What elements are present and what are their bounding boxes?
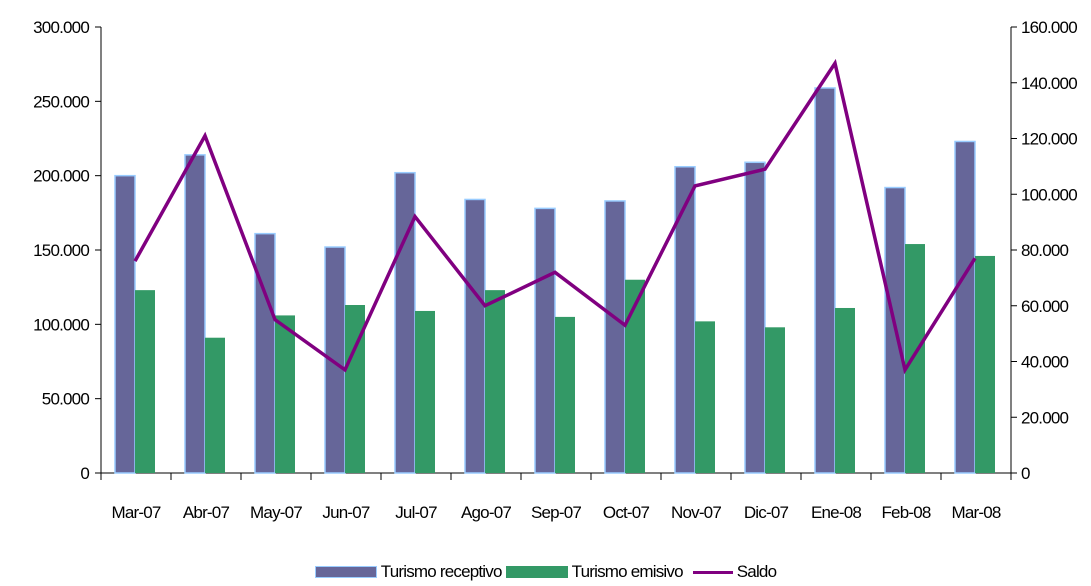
- x-tick-label: Mar-08: [951, 503, 1000, 522]
- left-tick-label: 150.000: [33, 241, 89, 260]
- legend-swatch-emisivo: [505, 566, 568, 578]
- bar-receptivo: [534, 207, 556, 474]
- bar-receptivo: [324, 246, 346, 474]
- left-tick-label: 250.000: [33, 92, 89, 111]
- bar-receptivo: [394, 171, 416, 474]
- legend-item-receptivo: Turismo receptivo: [314, 562, 503, 582]
- right-tick-label: 160.000: [1021, 18, 1077, 37]
- bar-emisivo: [835, 307, 855, 473]
- bar-emisivo: [555, 316, 575, 473]
- legend-label-emisivo: Turismo emisivo: [571, 562, 684, 581]
- line-saldo: [133, 58, 977, 375]
- legend-label-receptivo: Turismo receptivo: [380, 562, 503, 581]
- x-tick-label: Jun-07: [322, 503, 370, 522]
- bar-emisivo: [345, 305, 365, 473]
- bar-receptivo: [114, 174, 136, 474]
- x-tick-label: Mar-07: [111, 503, 160, 522]
- bar-receptivo: [674, 165, 696, 474]
- bar-receptivo: [744, 161, 766, 474]
- bar-emisivo: [625, 279, 645, 473]
- bar-receptivo: [254, 232, 276, 474]
- legend-swatch-saldo: [692, 570, 733, 574]
- left-tick-label: 50.000: [42, 390, 90, 409]
- bar-emisivo: [485, 290, 505, 473]
- x-tick-label: Feb-08: [881, 503, 930, 522]
- right-tick-label: 20.000: [1021, 408, 1069, 427]
- bar-emisivo: [765, 327, 785, 473]
- x-tick-label: May-07: [250, 503, 302, 522]
- x-tick-label: Ago-07: [461, 503, 511, 522]
- left-tick-label: 200.000: [33, 167, 89, 186]
- right-tick-label: 0: [1021, 464, 1030, 483]
- x-tick-label: Ene-08: [811, 503, 861, 522]
- legend: Turismo receptivo Turismo emisivo Saldo: [0, 562, 1091, 582]
- right-tick-label: 140.000: [1021, 74, 1077, 93]
- x-tick-label: Jul-07: [395, 503, 437, 522]
- bar-receptivo: [954, 140, 976, 474]
- bar-emisivo: [695, 321, 715, 473]
- right-tick-label: 60.000: [1021, 297, 1069, 316]
- left-tick-label: 0: [80, 464, 89, 483]
- bar-receptivo: [604, 200, 626, 474]
- bar-receptivo: [184, 154, 206, 474]
- right-tick-label: 80.000: [1021, 241, 1069, 260]
- right-tick-label: 40.000: [1021, 353, 1069, 372]
- bar-emisivo: [975, 255, 995, 473]
- right-tick-label: 100.000: [1021, 185, 1077, 204]
- x-tick-label: Sep-07: [531, 503, 581, 522]
- bar-receptivo: [464, 198, 486, 474]
- legend-item-saldo: Saldo: [687, 562, 777, 582]
- legend-swatch-receptivo: [314, 566, 377, 578]
- x-tick-label: Oct-07: [603, 503, 650, 522]
- x-tick-label: Abr-07: [183, 503, 230, 522]
- left-tick-label: 100.000: [33, 315, 89, 334]
- x-tick-label: Nov-07: [671, 503, 721, 522]
- bar-receptivo: [814, 87, 836, 474]
- bar-emisivo: [135, 290, 155, 473]
- bar-emisivo: [415, 310, 435, 473]
- bar-emisivo: [275, 315, 295, 473]
- x-tick-label: Dic-07: [744, 503, 789, 522]
- bar-emisivo: [905, 244, 925, 473]
- left-tick-label: 300.000: [33, 18, 89, 37]
- chart: 0 50.000 100.000 150.000 200.000 250.000 300.0…: [33, 18, 1078, 522]
- bar-emisivo: [205, 337, 225, 473]
- legend-item-emisivo: Turismo emisivo: [505, 562, 684, 582]
- right-tick-label: 120.000: [1021, 130, 1077, 149]
- legend-label-saldo: Saldo: [736, 562, 777, 581]
